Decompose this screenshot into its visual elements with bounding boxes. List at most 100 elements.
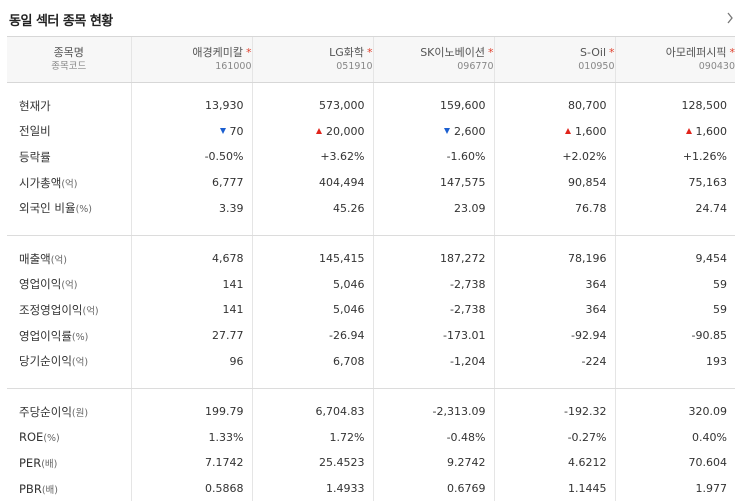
value-cell: 320.09 — [614, 398, 735, 425]
cell-value: 23.09 — [454, 201, 486, 215]
value-cell: 1.1445 — [493, 475, 615, 502]
cell-value: 75,163 — [688, 176, 728, 190]
table-row: 영업이익률(%) 27.77 -26.94 -173.01 -92.94 -90.85 — [7, 322, 735, 349]
cell-value: 24.74 — [695, 201, 728, 215]
company-name[interactable]: SK이노베이션 — [420, 46, 485, 59]
header-name-label: 종목명 — [53, 46, 84, 59]
cell-value: 364 — [585, 303, 607, 317]
row-label-text: 당기순이익 — [19, 354, 72, 369]
row-label: 전일비 — [7, 119, 131, 145]
cell-value: 70 — [229, 124, 244, 138]
table-row: 외국인 비율(%) 3.39 45.26 23.09 76.78 24.74 — [7, 195, 735, 221]
cell-value: -92.94 — [571, 329, 607, 343]
section-divider — [7, 388, 735, 399]
value-cell: 364 — [493, 271, 615, 298]
cell-value: -26.94 — [329, 329, 365, 343]
row-unit: (%) — [75, 204, 93, 216]
value-cell: 45.26 — [251, 195, 373, 221]
star-icon: * — [609, 46, 615, 59]
value-cell: 1.33% — [130, 424, 252, 451]
company-name[interactable]: 아모레퍼시픽 — [665, 46, 727, 59]
value-cell: 6,777 — [130, 169, 252, 196]
cell-value: 76.78 — [575, 201, 607, 215]
company-header-2[interactable]: SK이노베이션 * 096770 — [372, 36, 494, 83]
value-cell: 5,046 — [251, 297, 373, 323]
value-cell: 96 — [130, 348, 252, 374]
value-cell: 193 — [614, 348, 735, 374]
value-cell: -92.94 — [493, 322, 615, 349]
value-cell: -224 — [493, 348, 615, 374]
value-cell: 1.977 — [614, 475, 735, 502]
row-label-text: 등락률 — [19, 149, 51, 164]
company-code: 161000 — [215, 61, 252, 72]
cell-value: 20,000 — [326, 124, 365, 138]
value-cell: 145,415 — [251, 245, 373, 272]
cell-value: 7.1742 — [205, 456, 244, 470]
widget-title: 동일 섹터 종목 현황 — [9, 14, 113, 29]
cell-value: 404,494 — [319, 176, 365, 190]
value-cell: 20,000 — [251, 118, 373, 145]
row-label-text: 주당순이익 — [19, 404, 72, 419]
cell-value: 141 — [222, 277, 244, 291]
value-cell: 159,600 — [372, 93, 494, 119]
cell-value: 145,415 — [319, 252, 365, 266]
cell-value: +2.02% — [562, 150, 607, 164]
value-cell: 78,196 — [493, 245, 615, 272]
row-unit: (%) — [43, 433, 60, 445]
row-label-text: 영업이익 — [19, 277, 62, 292]
value-cell: 76.78 — [493, 195, 615, 221]
value-cell: -0.27% — [493, 424, 615, 451]
value-cell: 1.72% — [251, 424, 373, 451]
cell-value: 59 — [713, 277, 727, 291]
value-cell: 9.2742 — [372, 450, 494, 476]
value-cell: 24.74 — [614, 195, 735, 221]
cell-value: 96 — [229, 354, 244, 368]
row-label: 시가총액(억) — [7, 170, 131, 196]
company-name[interactable]: S-Oil — [579, 46, 606, 59]
row-label-text: 시가총액 — [19, 175, 62, 190]
section-divider — [7, 235, 735, 246]
row-label-text: PER — [19, 455, 42, 470]
cell-value: 25.4523 — [319, 456, 365, 470]
table-row: 주당순이익(원) 199.79 6,704.83 -2,313.09 -192.32 32… — [7, 398, 735, 425]
cell-value: 45.26 — [333, 201, 365, 215]
row-label: PER(배) — [7, 450, 131, 476]
row-unit: (억) — [82, 305, 99, 317]
value-cell: -26.94 — [251, 322, 373, 349]
company-name[interactable]: LG화학 — [329, 46, 364, 59]
value-cell: -2,313.09 — [372, 398, 494, 425]
company-code: 010950 — [578, 61, 615, 72]
chevron-right-icon[interactable] — [726, 12, 734, 24]
company-header-3[interactable]: S-Oil * 010950 — [493, 36, 615, 83]
row-label: PBR(배) — [7, 476, 131, 502]
star-icon: * — [367, 46, 373, 59]
cell-value: 9.2742 — [447, 456, 486, 470]
cell-value: -1.60% — [446, 150, 486, 164]
cell-value: 1.4933 — [326, 482, 365, 496]
company-name[interactable]: 애경케미칼 — [192, 46, 243, 59]
cell-value: -1,204 — [450, 354, 486, 368]
company-header-1[interactable]: LG화학 * 051910 — [251, 36, 373, 83]
row-label: 등락률 — [7, 144, 131, 170]
value-cell: -0.48% — [372, 424, 494, 451]
table-row: 조정영업이익(억) 141 5,046 -2,738 364 59 — [7, 297, 735, 323]
row-label: 조정영업이익(억) — [7, 297, 131, 323]
value-cell: 7.1742 — [130, 450, 252, 476]
cell-value: -224 — [581, 354, 607, 368]
row-unit: (억) — [71, 357, 89, 369]
value-cell: 75,163 — [614, 169, 735, 196]
table-row: 등락률 -0.50% +3.62% -1.60% +2.02% +1.26% — [7, 144, 735, 170]
value-cell: 2,600 — [372, 118, 494, 145]
value-cell: 90,854 — [493, 169, 615, 196]
row-label-text: ROE — [19, 430, 44, 445]
value-cell: 147,575 — [372, 169, 494, 196]
star-icon: * — [729, 46, 736, 59]
value-cell: 1.4933 — [251, 475, 373, 502]
cell-value: 80,700 — [568, 99, 607, 113]
company-header-0[interactable]: 애경케미칼 * 161000 — [130, 36, 252, 83]
value-cell: 141 — [130, 271, 252, 298]
row-label: 당기순이익(억) — [7, 348, 131, 374]
value-cell: 9,454 — [614, 245, 735, 272]
company-header-4[interactable]: 아모레퍼시픽 * 090430 — [614, 36, 736, 83]
row-label-text: 영업이익률 — [19, 328, 72, 343]
